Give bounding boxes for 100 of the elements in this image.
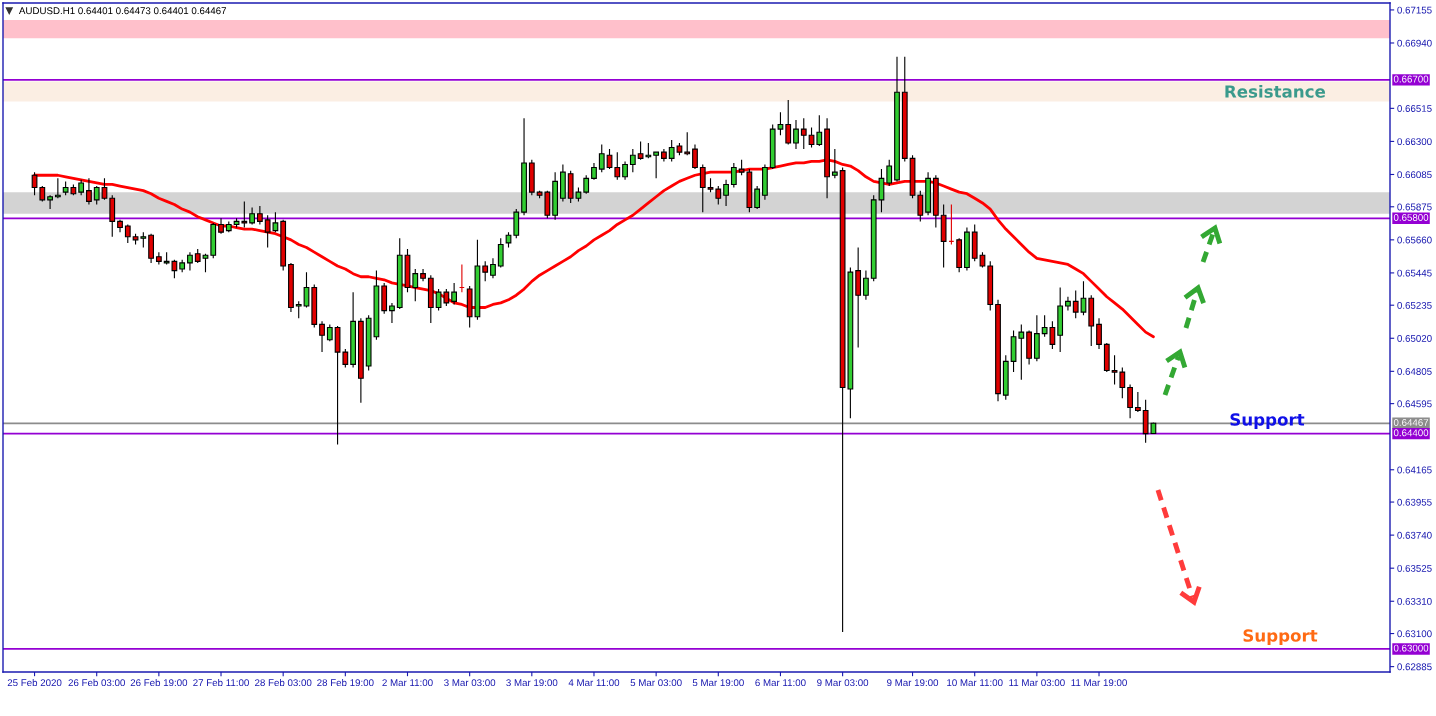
candlestick xyxy=(47,194,53,210)
x-tick-label: 4 Mar 11:00 xyxy=(568,679,620,687)
y-tick-label: 0.63525 xyxy=(1397,564,1432,572)
candlestick xyxy=(427,274,434,324)
candlestick xyxy=(855,246,862,349)
candlestick xyxy=(155,251,162,266)
x-tick-label: 28 Feb 19:00 xyxy=(317,678,374,687)
candlestick xyxy=(412,268,419,302)
candlestick xyxy=(1026,330,1032,365)
candlestick xyxy=(490,257,496,279)
candlestick xyxy=(319,320,325,353)
candlestick xyxy=(863,270,869,301)
candlestick xyxy=(202,253,209,273)
y-tick-label: 0.65445 xyxy=(1397,269,1432,277)
candlestick xyxy=(560,163,566,202)
candlestick xyxy=(964,226,970,272)
candlestick xyxy=(194,248,201,264)
text: Resistance xyxy=(1225,84,1326,98)
y-tick-label: 0.63310 xyxy=(1397,597,1432,605)
x-tick-label: 10 Mar 11:00 xyxy=(947,679,1003,687)
x-tick-label: 6 Mar 11:00 xyxy=(755,679,806,687)
candlestick xyxy=(513,208,520,239)
candlestick xyxy=(762,163,768,201)
y-tick-label: 0.65235 xyxy=(1397,301,1432,309)
y-tick-label: 0.64165 xyxy=(1397,466,1432,474)
candlestick xyxy=(505,231,512,249)
candlestick xyxy=(932,174,939,229)
candlestick xyxy=(699,163,706,213)
candlestick xyxy=(420,268,426,282)
candlestick xyxy=(831,148,838,179)
candlestick xyxy=(326,323,333,342)
candlestick xyxy=(117,219,123,233)
candlestick xyxy=(249,206,255,226)
candlestick xyxy=(948,203,955,246)
candlestick xyxy=(187,251,193,272)
candlestick xyxy=(591,162,597,181)
line-series xyxy=(33,158,1155,339)
candlestick xyxy=(148,233,154,264)
candlestick xyxy=(218,217,224,235)
candlestick xyxy=(1002,354,1009,401)
candlestick xyxy=(684,131,691,156)
candlestick xyxy=(894,56,900,182)
candlestick xyxy=(389,302,395,324)
candlestick xyxy=(987,260,994,312)
y-tick-label: 0.65020 xyxy=(1397,335,1432,342)
ref-line-label: 0.64467 xyxy=(1393,419,1429,426)
candlestick xyxy=(800,117,807,150)
candlestick xyxy=(54,177,61,199)
candlestick xyxy=(1103,342,1110,373)
x-tick-label: 9 Mar 03:00 xyxy=(817,679,869,687)
candlestick xyxy=(583,174,590,195)
candlestick xyxy=(1096,317,1102,350)
candlestick xyxy=(109,194,116,238)
candlestick xyxy=(824,117,830,199)
candlestick xyxy=(606,148,613,170)
ref-line-label: 0.63000 xyxy=(1393,644,1429,652)
x-tick-label: 27 Feb 11:00 xyxy=(193,678,249,687)
candlestick xyxy=(886,159,893,187)
candlestick xyxy=(1065,296,1071,312)
y-tick-label: 0.63740 xyxy=(1397,531,1432,539)
candlestick xyxy=(210,222,217,259)
candlestick xyxy=(225,220,232,233)
candlestick xyxy=(1088,294,1095,347)
ref-line-label: 0.65800 xyxy=(1393,214,1429,221)
candlestick xyxy=(940,203,947,269)
y-tick-label: 0.67155 xyxy=(1397,6,1432,14)
candlestick xyxy=(785,99,792,146)
candlestick xyxy=(459,263,465,293)
text: Support xyxy=(1243,629,1318,646)
candlestick xyxy=(357,317,364,404)
candlestick xyxy=(350,291,356,369)
chart-title: AUDUSD.H1 0.64401 0.64473 0.64401 0.64467 xyxy=(18,7,227,15)
y-tick-label: 0.64805 xyxy=(1397,368,1432,375)
y-tick-label: 0.66940 xyxy=(1397,39,1432,47)
candlestick xyxy=(1134,391,1141,413)
x-tick-label: 11 Mar 19:00 xyxy=(1071,679,1127,687)
y-tick-label: 0.65660 xyxy=(1397,236,1432,244)
candlestick xyxy=(396,237,403,310)
ref-line-label: 0.66700 xyxy=(1393,75,1429,83)
x-tick-label: 5 Mar 03:00 xyxy=(630,679,682,687)
y-tick-label: 0.66515 xyxy=(1397,105,1432,112)
candlestick xyxy=(256,205,263,226)
candlestick xyxy=(614,151,621,181)
x-tick-label: 26 Feb 19:00 xyxy=(130,678,188,687)
ref-line-label: 0.64400 xyxy=(1393,429,1429,437)
x-tick-label: 3 Mar 19:00 xyxy=(506,679,558,687)
candlestick xyxy=(629,148,636,173)
candlestick xyxy=(521,117,527,216)
candlestick xyxy=(995,299,1001,402)
candlestick xyxy=(381,282,388,315)
x-tick-label: 3 Mar 03:00 xyxy=(444,679,496,687)
candlestick xyxy=(723,179,729,207)
candlestick xyxy=(280,219,287,272)
candlestick xyxy=(598,143,605,173)
candlestick xyxy=(925,171,931,216)
x-tick-label: 9 Mar 19:00 xyxy=(887,679,939,687)
y-tick-label: 0.62885 xyxy=(1397,663,1432,671)
candlestick xyxy=(1057,286,1064,353)
text: Support xyxy=(1230,413,1305,430)
candlestick xyxy=(295,300,302,319)
